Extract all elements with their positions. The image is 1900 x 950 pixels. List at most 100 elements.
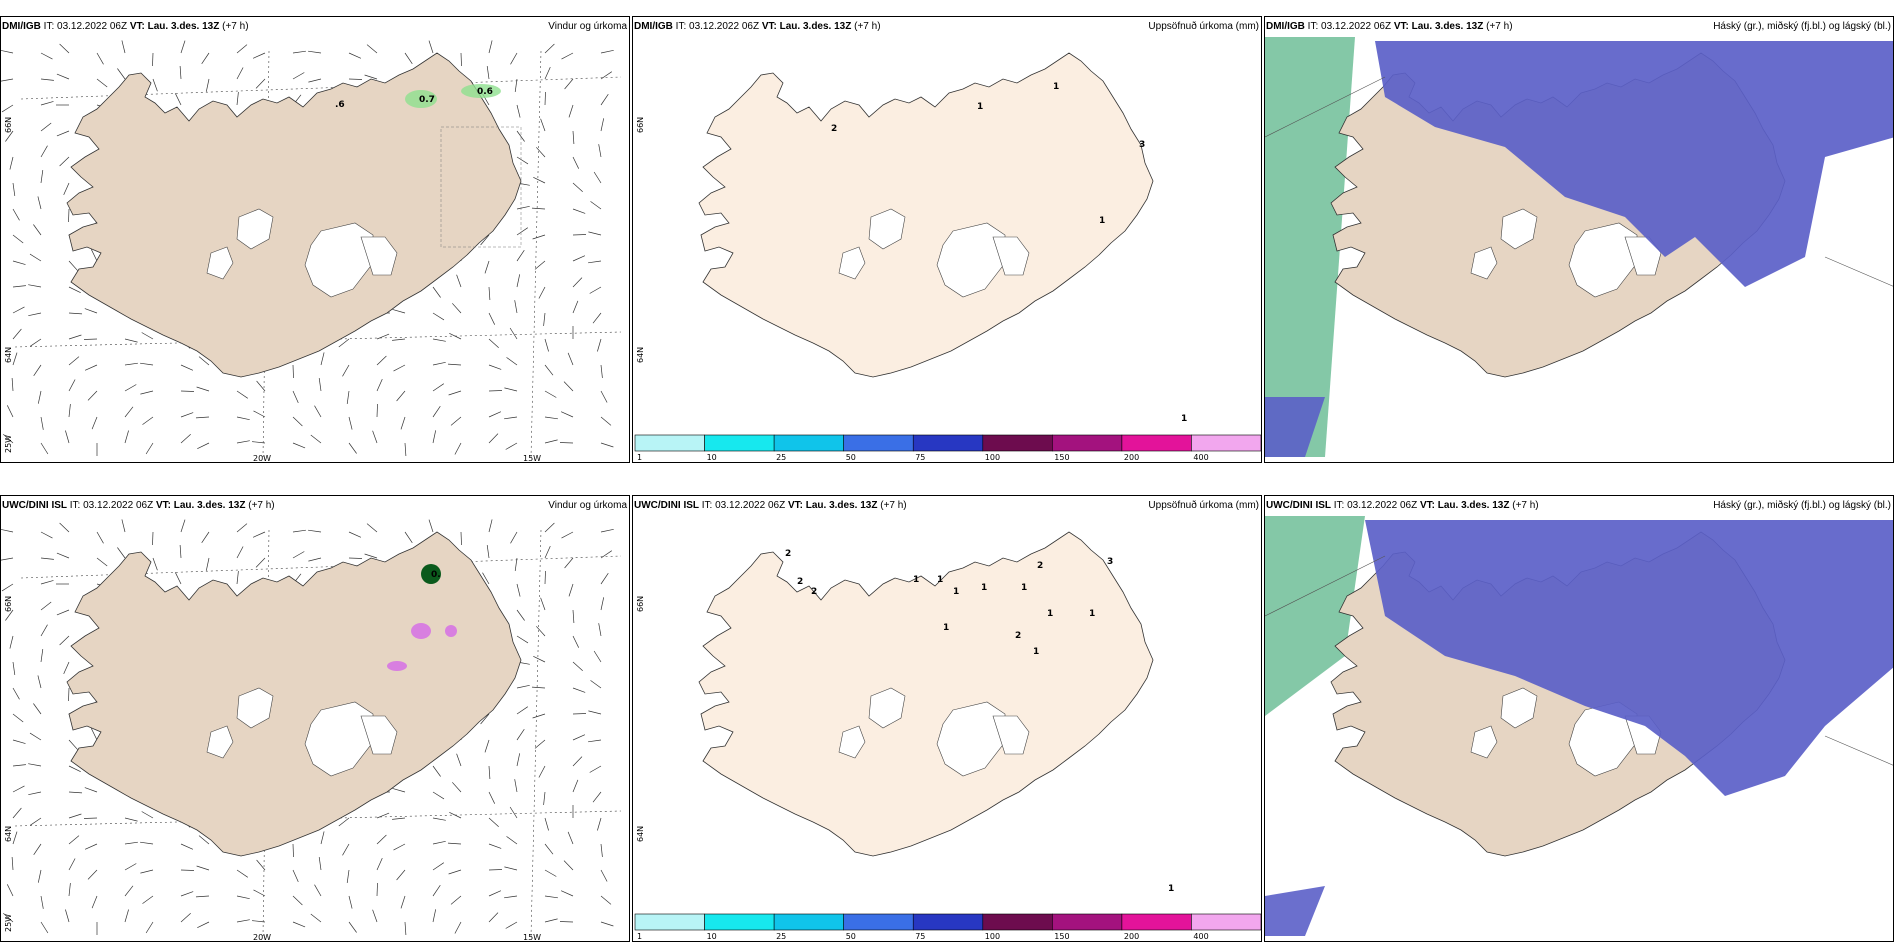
- wind-barb-33: [308, 78, 322, 83]
- wind-barb-306: [563, 381, 574, 392]
- wind-barb-314: [180, 412, 194, 418]
- wind-barb-197: [588, 739, 602, 743]
- wind-barb-344: [404, 921, 407, 936]
- wind-barb-311: [91, 416, 98, 430]
- wind-barb-84: [516, 609, 525, 621]
- wind-barb-88: [9, 156, 14, 170]
- wind-barb-66: [5, 130, 14, 142]
- wind-barb-106: [516, 635, 529, 644]
- colorbar-swatch-4: [912, 913, 984, 931]
- wind-barb-258: [449, 811, 462, 819]
- wind-barb-264: [12, 352, 18, 366]
- wind-barb-288: [68, 379, 76, 392]
- value-label: 2: [1037, 561, 1043, 571]
- wind-barb-305: [544, 869, 557, 877]
- map-clouds: [1265, 496, 1893, 941]
- wind-barb-13: [366, 523, 378, 533]
- wind-barb-328: [560, 890, 574, 897]
- wind-barb-24: [56, 552, 70, 559]
- glacier-1: [304, 222, 374, 298]
- wind-barb-338: [236, 440, 250, 444]
- precip-area: [421, 564, 441, 584]
- lon-label: 15W: [523, 454, 541, 463]
- wind-barb-151: [531, 686, 546, 689]
- lat-label: 66N: [4, 596, 13, 612]
- wind-barb-277: [376, 355, 387, 366]
- wind-barb-33: [308, 557, 322, 562]
- wind-barb-242: [12, 807, 22, 819]
- wind-barb-218: [572, 277, 583, 288]
- value-label: 2: [785, 549, 791, 559]
- wind-barb-278: [393, 364, 406, 372]
- coastline: [698, 531, 1154, 857]
- wind-barb-263: [597, 338, 602, 352]
- panel-title: UWC/DINI ISL IT: 03.12.2022 06Z VT: Lau.…: [1266, 500, 1539, 511]
- wind-barb-129: [533, 655, 546, 663]
- wind-barb-15: [428, 519, 434, 533]
- wind-barb-291: [140, 869, 154, 874]
- precip-area: [461, 84, 501, 98]
- wind-barb-312: [124, 885, 134, 897]
- wind-barb-6: [180, 40, 186, 54]
- wind-barb-174: [572, 234, 587, 236]
- wind-barb-175: [588, 231, 602, 236]
- wind-barb-177: [29, 732, 42, 741]
- wind-barb-308: [6, 884, 14, 897]
- wind-barb-134: [68, 687, 70, 702]
- wind-barb-334: [124, 909, 129, 923]
- wind-barb-34: [348, 557, 363, 559]
- wind-barb-338: [236, 919, 250, 923]
- wind-barb-67: [40, 122, 52, 132]
- wind-barb-340: [292, 442, 306, 449]
- wind-barb-307: [600, 869, 608, 882]
- wind-barb-254: [338, 817, 350, 827]
- wind-barb-269: [140, 841, 154, 845]
- wind-barb-111: [40, 170, 44, 184]
- wind-barb-4: [121, 40, 126, 54]
- wind-barb-296: [292, 390, 299, 404]
- colorbar-tick: 150: [1054, 453, 1069, 462]
- wind-barb-327: [544, 416, 558, 420]
- value-label: 1: [1053, 82, 1059, 92]
- wind-barb-317: [253, 410, 266, 418]
- wind-barb-16: [460, 531, 462, 546]
- wind-barb-244: [68, 334, 82, 340]
- wind-barb-302: [448, 390, 462, 396]
- wind-barb-31: [255, 78, 266, 89]
- wind-barb-319: [314, 405, 322, 418]
- wind-barb-199: [28, 284, 42, 288]
- value-label: 1: [1099, 216, 1105, 226]
- wind-barb-153: [590, 201, 602, 210]
- wind-barb-300: [396, 869, 406, 881]
- wind-barb-52: [236, 92, 239, 106]
- wind-barb-87: [600, 118, 605, 132]
- wind-barb-130: [572, 661, 583, 671]
- wind-barb-131: [593, 650, 602, 663]
- wind-barb-324: [450, 895, 462, 905]
- wind-barb-339: [252, 441, 266, 444]
- wind-barb-281: [488, 843, 502, 849]
- glacier-2: [838, 725, 866, 759]
- wind-barb-318: [292, 416, 303, 427]
- wind-barb-64: [568, 104, 574, 118]
- wind-barb-260: [509, 327, 518, 340]
- wind-barb-266: [68, 835, 80, 845]
- glacier-2: [206, 246, 234, 280]
- wind-barb-246: [124, 338, 138, 343]
- wind-barb-299: [376, 378, 383, 392]
- wind-barb-35: [364, 553, 378, 559]
- wind-barb-9: [252, 52, 266, 59]
- wind-barb-155: [33, 703, 42, 715]
- lat-label: 66N: [636, 596, 645, 612]
- wind-barb-16: [460, 52, 462, 67]
- wind-barb-153: [590, 680, 602, 689]
- colorbar-swatch-3: [843, 913, 914, 931]
- colorbar-swatch-4: [912, 434, 984, 452]
- lat-label: 64N: [636, 347, 645, 363]
- wind-barb-179: [90, 249, 98, 262]
- wind-barb-195: [534, 739, 546, 749]
- wind-barb-132: [12, 687, 20, 700]
- wind-barb-348: [505, 921, 518, 929]
- wind-barb-297: [318, 378, 322, 392]
- lat-label: 64N: [4, 347, 13, 363]
